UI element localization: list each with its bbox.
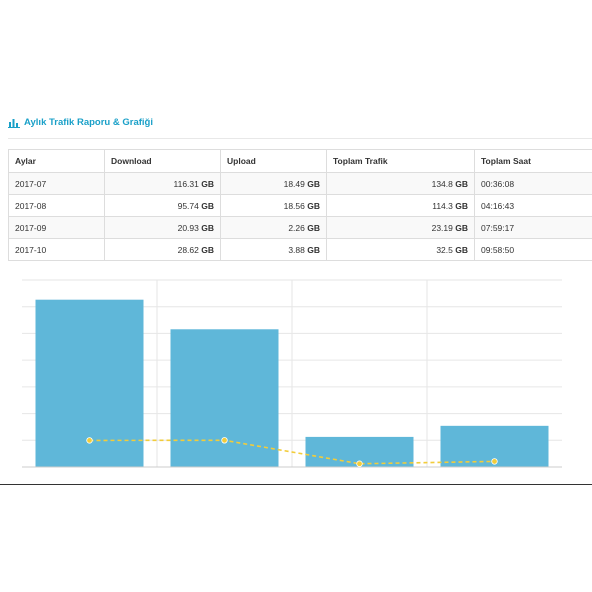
cell-upload: 3.88 GB: [220, 238, 327, 261]
cell-month: 2017-08: [8, 194, 105, 217]
table-header-row: Aylar Download Upload Toplam Trafik Topl…: [8, 149, 592, 173]
total-value: 114.3: [432, 200, 453, 211]
unit-label: GB: [201, 200, 214, 211]
total-value: 23.19: [431, 222, 453, 233]
chart-canvas: [22, 279, 562, 468]
table-row: 2017-08 95.74 GB 18.56 GB 114.3 GB 04:16…: [8, 194, 592, 217]
unit-label: GB: [455, 178, 468, 189]
cell-total-hours: 09:58:50: [474, 238, 592, 261]
unit-label: GB: [307, 200, 320, 211]
download-value: 20.93: [177, 222, 199, 233]
unit-label: GB: [455, 222, 468, 233]
cell-download: 95.74 GB: [104, 194, 221, 217]
cell-month: 2017-10: [8, 238, 105, 261]
cell-total-hours: 00:36:08: [474, 172, 592, 195]
cell-download: 116.31 GB: [104, 172, 221, 195]
point-2017-08: [221, 437, 228, 444]
download-value: 116.31: [173, 178, 199, 189]
download-value: 95.74: [177, 200, 199, 211]
cell-month: 2017-07: [8, 172, 105, 195]
cell-upload: 18.56 GB: [220, 194, 327, 217]
unit-label: GB: [201, 178, 214, 189]
column-header-total-hours: Toplam Saat: [474, 149, 592, 173]
cell-upload: 2.26 GB: [220, 216, 327, 239]
panel-header: Aylık Trafik Raporu & Grafiği: [8, 114, 153, 130]
cell-download: 20.93 GB: [104, 216, 221, 239]
point-2017-07: [86, 437, 93, 444]
table-row: 2017-09 20.93 GB 2.26 GB 23.19 GB 07:59:…: [8, 216, 592, 239]
title-divider: [8, 138, 592, 139]
unit-label: GB: [455, 244, 468, 255]
panel-title: Aylık Trafik Raporu & Grafiği: [24, 116, 153, 128]
column-header-upload: Upload: [220, 149, 327, 173]
upload-value: 3.88: [288, 244, 305, 255]
cell-month: 2017-09: [8, 216, 105, 239]
unit-label: GB: [307, 178, 320, 189]
total-value: 134.8: [431, 178, 453, 189]
unit-label: GB: [307, 244, 320, 255]
upload-trend-line: [89, 439, 495, 465]
cell-total-traffic: 114.3 GB: [326, 194, 475, 217]
unit-label: GB: [455, 200, 468, 211]
point-2017-09: [356, 460, 363, 467]
download-value: 28.62: [177, 244, 199, 255]
cell-upload: 18.49 GB: [220, 172, 327, 195]
cell-download: 28.62 GB: [104, 238, 221, 261]
traffic-chart: [22, 278, 562, 470]
column-header-months: Aylar: [8, 149, 105, 173]
cell-total-hours: 07:59:17: [474, 216, 592, 239]
column-header-download: Download: [104, 149, 221, 173]
unit-label: GB: [307, 222, 320, 233]
upload-value: 2.26: [288, 222, 305, 233]
upload-value: 18.56: [283, 200, 305, 211]
table-row: 2017-07 116.31 GB 18.49 GB 134.8 GB 00:3…: [8, 172, 592, 195]
cell-total-traffic: 134.8 GB: [326, 172, 475, 195]
unit-label: GB: [201, 244, 214, 255]
bar-chart-icon: [8, 117, 20, 128]
table-row: 2017-10 28.62 GB 3.88 GB 32.5 GB 09:58:5…: [8, 238, 592, 261]
upload-value: 18.49: [283, 178, 305, 189]
point-2017-10: [491, 458, 498, 465]
column-header-total-traffic: Toplam Trafik: [326, 149, 475, 173]
cell-total-hours: 04:16:43: [474, 194, 592, 217]
cell-total-traffic: 32.5 GB: [326, 238, 475, 261]
bottom-divider: [0, 484, 592, 485]
unit-label: GB: [201, 222, 214, 233]
cell-total-traffic: 23.19 GB: [326, 216, 475, 239]
total-value: 32.5: [436, 244, 453, 255]
bar-2017-08: [170, 329, 279, 467]
traffic-table: Aylar Download Upload Toplam Trafik Topl…: [8, 149, 592, 261]
